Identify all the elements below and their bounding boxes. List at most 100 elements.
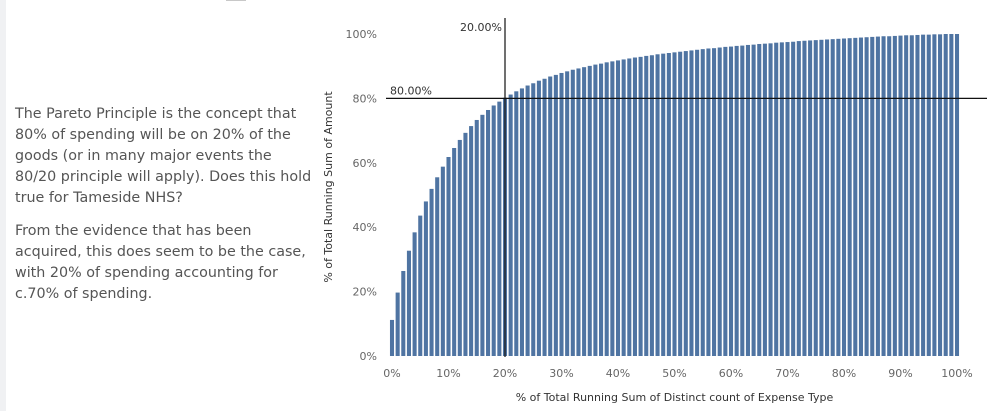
bar-50[interactable] bbox=[672, 52, 677, 356]
bar-17[interactable] bbox=[486, 109, 491, 357]
bar-99[interactable] bbox=[949, 34, 954, 356]
bar-68[interactable] bbox=[774, 42, 779, 356]
bar-33[interactable] bbox=[576, 68, 581, 356]
bar-69[interactable] bbox=[779, 42, 784, 357]
bar-2[interactable] bbox=[401, 270, 406, 356]
bar-51[interactable] bbox=[678, 51, 683, 357]
bar-15[interactable] bbox=[474, 119, 479, 356]
bar-35[interactable] bbox=[587, 65, 592, 356]
bar-44[interactable] bbox=[638, 56, 643, 357]
bar-83[interactable] bbox=[858, 37, 863, 356]
bar-97[interactable] bbox=[938, 34, 943, 356]
bar-55[interactable] bbox=[700, 49, 705, 356]
bar-100[interactable] bbox=[954, 34, 960, 356]
bar-30[interactable] bbox=[559, 72, 564, 357]
bar-66[interactable] bbox=[762, 43, 767, 356]
bar-79[interactable] bbox=[836, 38, 841, 356]
bar-80[interactable] bbox=[841, 38, 847, 356]
bar-93[interactable] bbox=[915, 34, 920, 356]
bar-67[interactable] bbox=[768, 43, 773, 357]
bar-62[interactable] bbox=[740, 45, 745, 357]
bar-94[interactable] bbox=[921, 34, 926, 356]
bar-54[interactable] bbox=[695, 49, 700, 356]
bar-59[interactable] bbox=[723, 46, 728, 356]
bar-57[interactable] bbox=[712, 48, 717, 357]
bar-58[interactable] bbox=[717, 47, 722, 357]
bar-53[interactable] bbox=[689, 50, 694, 357]
bar-18[interactable] bbox=[491, 105, 496, 356]
bar-47[interactable] bbox=[655, 54, 660, 356]
bar-12[interactable] bbox=[457, 139, 462, 356]
bar-32[interactable] bbox=[570, 69, 575, 357]
bar-16[interactable] bbox=[480, 114, 485, 356]
bar-95[interactable] bbox=[926, 34, 931, 356]
bar-64[interactable] bbox=[751, 44, 756, 356]
bar-11[interactable] bbox=[452, 147, 457, 356]
bar-86[interactable] bbox=[875, 36, 880, 356]
bar-0[interactable] bbox=[389, 319, 395, 356]
bar-82[interactable] bbox=[853, 37, 858, 357]
bar-40[interactable] bbox=[615, 60, 621, 357]
bar-3[interactable] bbox=[406, 250, 411, 356]
bar-72[interactable] bbox=[796, 41, 801, 356]
bar-74[interactable] bbox=[808, 40, 813, 356]
bar-6[interactable] bbox=[423, 201, 428, 356]
bar-81[interactable] bbox=[847, 38, 852, 356]
bar-85[interactable] bbox=[870, 36, 875, 357]
bar-49[interactable] bbox=[666, 53, 671, 356]
bar-36[interactable] bbox=[593, 64, 598, 356]
bar-7[interactable] bbox=[429, 188, 434, 356]
bar-29[interactable] bbox=[553, 74, 558, 356]
bar-52[interactable] bbox=[683, 51, 688, 356]
bar-27[interactable] bbox=[542, 78, 547, 356]
bar-98[interactable] bbox=[943, 34, 948, 356]
bar-91[interactable] bbox=[904, 35, 909, 356]
bar-76[interactable] bbox=[819, 39, 824, 357]
bar-9[interactable] bbox=[440, 166, 445, 356]
bar-45[interactable] bbox=[644, 55, 649, 357]
bar-37[interactable] bbox=[599, 63, 604, 357]
bar-65[interactable] bbox=[757, 43, 762, 356]
bar-14[interactable] bbox=[469, 126, 474, 356]
bar-26[interactable] bbox=[536, 80, 541, 356]
bar-78[interactable] bbox=[830, 39, 835, 357]
bar-31[interactable] bbox=[565, 71, 570, 356]
bar-10[interactable] bbox=[446, 157, 451, 356]
bar-75[interactable] bbox=[813, 40, 818, 357]
bar-71[interactable] bbox=[791, 41, 796, 356]
bar-63[interactable] bbox=[745, 44, 750, 356]
bar-28[interactable] bbox=[548, 76, 553, 357]
bar-96[interactable] bbox=[932, 34, 937, 356]
bar-42[interactable] bbox=[627, 58, 632, 356]
bar-73[interactable] bbox=[802, 40, 807, 356]
bar-61[interactable] bbox=[734, 45, 739, 356]
bar-25[interactable] bbox=[531, 83, 536, 357]
bar-60[interactable] bbox=[728, 46, 734, 357]
bar-39[interactable] bbox=[610, 61, 615, 357]
bar-1[interactable] bbox=[395, 292, 400, 356]
bar-5[interactable] bbox=[418, 215, 423, 356]
bar-19[interactable] bbox=[497, 101, 502, 357]
bar-92[interactable] bbox=[909, 35, 914, 356]
bar-84[interactable] bbox=[864, 37, 869, 356]
bar-13[interactable] bbox=[463, 132, 468, 356]
bar-43[interactable] bbox=[632, 57, 637, 356]
bar-70[interactable] bbox=[785, 42, 790, 357]
bar-48[interactable] bbox=[661, 53, 666, 356]
bar-34[interactable] bbox=[582, 67, 587, 357]
bar-4[interactable] bbox=[412, 232, 417, 356]
bar-23[interactable] bbox=[519, 88, 524, 357]
bar-87[interactable] bbox=[881, 36, 886, 356]
bar-77[interactable] bbox=[825, 39, 830, 356]
bar-21[interactable] bbox=[508, 94, 513, 356]
bar-24[interactable] bbox=[525, 85, 530, 357]
bar-88[interactable] bbox=[887, 36, 892, 356]
bar-38[interactable] bbox=[604, 62, 609, 357]
bar-41[interactable] bbox=[621, 59, 626, 356]
bar-22[interactable] bbox=[514, 91, 519, 356]
bar-46[interactable] bbox=[649, 55, 654, 356]
bar-89[interactable] bbox=[892, 35, 897, 357]
bar-56[interactable] bbox=[706, 48, 711, 357]
bar-8[interactable] bbox=[435, 177, 440, 356]
bar-90[interactable] bbox=[898, 35, 903, 357]
